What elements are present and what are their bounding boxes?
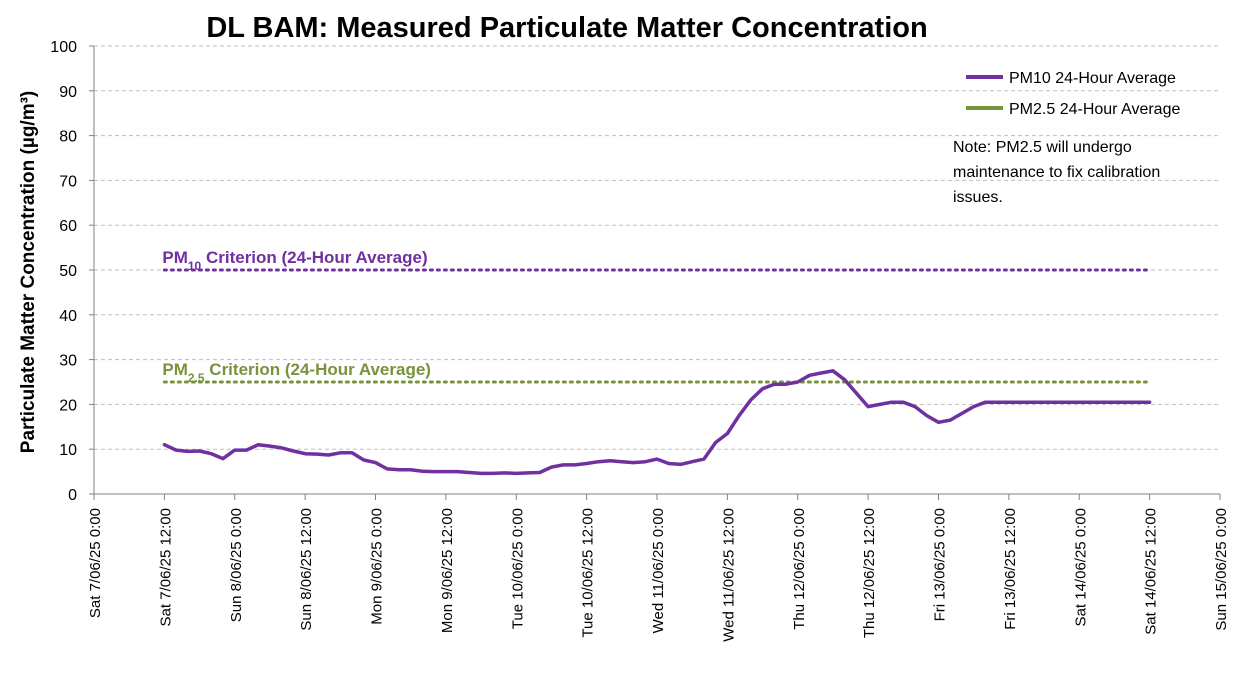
x-tick-label: Thu 12/06/25 12:00 [861,508,878,638]
x-tick-label: Sat 7/06/25 0:00 [87,508,104,618]
legend-label-0: PM10 24-Hour Average [1009,70,1176,87]
y-tick-label: 30 [59,353,77,370]
y-tick-label: 80 [59,129,77,146]
y-axis-label: Particulate Matter Concentration (µg/m³) [18,91,39,453]
chart-title: DL BAM: Measured Particulate Matter Conc… [206,12,927,44]
x-tick-label: Sun 8/06/25 0:00 [228,508,245,622]
x-tick-label: Fri 13/06/25 12:00 [1002,508,1019,630]
y-tick-label: 70 [59,173,77,190]
legend: PM10 24-Hour Average PM2.5 24-Hour Averag… [966,70,1180,118]
x-tick-label: Sun 15/06/25 0:00 [1213,508,1230,631]
series-line-0 [162,369,1152,476]
note-line-2: maintenance to fix calibration [953,164,1160,181]
x-tick-label: Sat 14/06/25 12:00 [1143,508,1160,635]
y-tick-label: 50 [59,263,77,280]
x-tick-label: Thu 12/06/25 0:00 [791,508,808,630]
note-line-3: issues. [953,189,1003,206]
reference-lines: PM10 Criterion (24-Hour Average) PM2.5 Cr… [162,248,1152,385]
x-tick-label: Mon 9/06/25 12:00 [439,508,456,633]
x-tick-label: Wed 11/06/25 12:00 [720,508,737,642]
x-tick-label: Tue 10/06/25 0:00 [509,508,526,629]
x-tick-label: Sat 14/06/25 0:00 [1072,508,1089,626]
x-tick-label: Sun 8/06/25 12:00 [298,508,315,631]
legend-label-1: PM2.5 24-Hour Average [1009,101,1180,118]
y-tick-label: 100 [50,39,77,56]
x-tick-label: Wed 11/06/25 0:00 [650,508,667,633]
y-tick-label: 40 [59,308,77,325]
x-tick-label: Tue 10/06/25 12:00 [580,508,597,638]
note-line-1: Note: PM2.5 will undergo [953,139,1132,156]
y-tick-label: 60 [59,218,77,235]
x-tick-label: Mon 9/06/25 0:00 [369,508,386,625]
y-tick-label: 0 [68,487,77,504]
y-tick-label: 20 [59,397,77,414]
y-tick-label: 10 [59,442,77,459]
x-tick-label: Sat 7/06/25 12:00 [157,508,174,626]
y-tick-label: 90 [59,84,77,101]
criterion-label-0: PM10 Criterion (24-Hour Average) [162,248,427,273]
x-tick-label: Fri 13/06/25 0:00 [932,508,949,621]
criterion-label-1: PM2.5 Criterion (24-Hour Average) [162,360,431,385]
axes: 0 10 20 30 40 50 60 70 80 90 100 Sat 7/06/25 0:00 Sa… [50,39,1230,642]
series-lines [162,369,1152,476]
